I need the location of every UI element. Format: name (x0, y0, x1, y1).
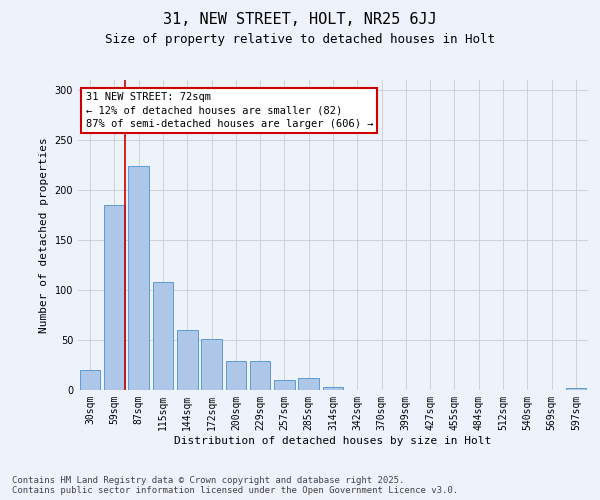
Text: 31, NEW STREET, HOLT, NR25 6JJ: 31, NEW STREET, HOLT, NR25 6JJ (163, 12, 437, 28)
Bar (298, 378, 319, 390)
Bar (128, 166, 149, 390)
Bar (201, 339, 222, 390)
Text: Size of property relative to detached houses in Holt: Size of property relative to detached ho… (105, 32, 495, 46)
Bar (80, 370, 100, 390)
X-axis label: Distribution of detached houses by size in Holt: Distribution of detached houses by size … (175, 436, 491, 446)
Bar (566, 388, 586, 390)
Bar (104, 205, 125, 390)
Text: Contains HM Land Registry data © Crown copyright and database right 2025.
Contai: Contains HM Land Registry data © Crown c… (12, 476, 458, 495)
Bar (177, 330, 197, 390)
Bar (274, 380, 295, 390)
Text: 31 NEW STREET: 72sqm
← 12% of detached houses are smaller (82)
87% of semi-detac: 31 NEW STREET: 72sqm ← 12% of detached h… (86, 92, 373, 129)
Y-axis label: Number of detached properties: Number of detached properties (39, 137, 49, 333)
Bar (323, 387, 343, 390)
Bar (250, 361, 271, 390)
Bar (152, 282, 173, 390)
Bar (226, 361, 246, 390)
